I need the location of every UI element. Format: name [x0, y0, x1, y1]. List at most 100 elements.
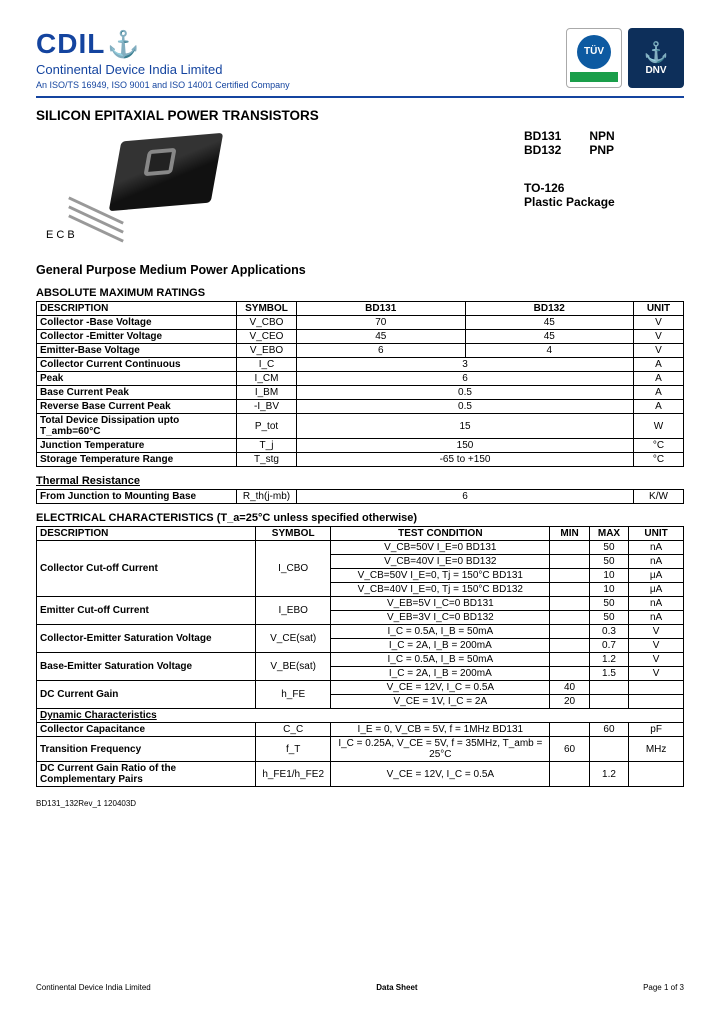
dc-desc: Transition Frequency — [37, 737, 256, 762]
row-v1: 70 — [297, 316, 466, 330]
row-desc: Junction Temperature — [37, 439, 237, 453]
pkg2: Plastic Package — [524, 195, 664, 209]
row-v2: 45 — [465, 330, 634, 344]
dc-tc: V_CE = 12V, I_C = 0.5A — [331, 762, 550, 787]
row-desc: Collector -Emitter Voltage — [37, 330, 237, 344]
hdr-unit: UNIT — [634, 302, 684, 316]
cert-line: An ISO/TS 16949, ISO 9001 and ISO 14001 … — [36, 80, 290, 90]
ec-max: 50 — [589, 555, 628, 569]
pin-e: E — [46, 229, 53, 241]
row-val: -65 to +150 — [297, 453, 634, 467]
tuv-bar — [570, 72, 618, 82]
tuv-badge: TÜV — [566, 28, 622, 88]
row-unit: V — [634, 330, 684, 344]
row-desc: Peak — [37, 372, 237, 386]
ec-max: 0.7 — [589, 639, 628, 653]
ec-unit: nA — [629, 541, 684, 555]
ec-tc: V_CB=40V I_E=0, Tj = 150°C BD132 — [331, 583, 550, 597]
ec-min — [550, 653, 589, 667]
ec-hdr-tc: TEST CONDITION — [331, 527, 550, 541]
ec-sym: I_EBO — [256, 597, 331, 625]
ec-max: 10 — [589, 569, 628, 583]
ec-min — [550, 639, 589, 653]
company-name: Continental Device India Limited — [36, 62, 290, 77]
dc-sym: h_FE1/h_FE2 — [256, 762, 331, 787]
row-v2: 4 — [465, 344, 634, 358]
ec-unit: μA — [629, 569, 684, 583]
ec-sym: V_CE(sat) — [256, 625, 331, 653]
row-unit: °C — [634, 453, 684, 467]
row-sym: V_EBO — [237, 344, 297, 358]
footer: Continental Device India Limited Data Sh… — [36, 983, 684, 992]
ec-max — [589, 681, 628, 695]
row-sym: -I_BV — [237, 400, 297, 414]
row-unit: A — [634, 400, 684, 414]
ec-unit: nA — [629, 555, 684, 569]
divider — [36, 96, 684, 98]
row-unit: V — [634, 316, 684, 330]
ec-min — [550, 611, 589, 625]
ec-max: 10 — [589, 583, 628, 597]
row-v1: 45 — [297, 330, 466, 344]
pin-c: C — [56, 229, 64, 241]
ec-max: 50 — [589, 611, 628, 625]
sec1-title: ABSOLUTE MAXIMUM RATINGS — [36, 287, 684, 299]
ec-hdr-unit: UNIT — [629, 527, 684, 541]
ec-hdr-desc: DESCRIPTION — [37, 527, 256, 541]
ec-hdr-sym: SYMBOL — [256, 527, 331, 541]
row-unit: °C — [634, 439, 684, 453]
ec-desc: Emitter Cut-off Current — [37, 597, 256, 625]
dc-min — [550, 762, 589, 787]
transistor-diagram: E C B — [36, 129, 296, 259]
ec-unit — [629, 695, 684, 709]
dc-desc: DC Current Gain Ratio of the Complementa… — [37, 762, 256, 787]
hdr-sym: SYMBOL — [237, 302, 297, 316]
row-val: 3 — [297, 358, 634, 372]
ec-min — [550, 583, 589, 597]
ec-unit: μA — [629, 583, 684, 597]
dc-max: 1.2 — [589, 762, 628, 787]
hdr-desc: DESCRIPTION — [37, 302, 237, 316]
part-info: BD131NPN BD132PNP TO-126 Plastic Package — [524, 129, 684, 259]
row-sym: I_C — [237, 358, 297, 372]
ec-unit — [629, 681, 684, 695]
th-val: 6 — [297, 490, 634, 504]
amr-table: DESCRIPTION SYMBOL BD131 BD132 UNIT Coll… — [36, 301, 684, 467]
dc-unit — [629, 762, 684, 787]
dc-min — [550, 723, 589, 737]
ec-hdr-max: MAX — [589, 527, 628, 541]
part1: BD131 — [524, 129, 561, 143]
pin-b: B — [67, 229, 74, 241]
cert-badges: TÜV ⚓ DNV — [566, 28, 684, 88]
row-desc: Total Device Dissipation upto T_amb=60°C — [37, 414, 237, 439]
ec-min — [550, 667, 589, 681]
ec-min — [550, 541, 589, 555]
footer-center: Data Sheet — [376, 983, 417, 992]
row-desc: Storage Temperature Range — [37, 453, 237, 467]
row-desc: Base Current Peak — [37, 386, 237, 400]
hdr-bd131: BD131 — [297, 302, 466, 316]
ec-desc: Collector Cut-off Current — [37, 541, 256, 597]
pins — [66, 209, 126, 236]
ec-hdr-min: MIN — [550, 527, 589, 541]
row-sym: I_BM — [237, 386, 297, 400]
ec-tc: V_CB=50V I_E=0 BD131 — [331, 541, 550, 555]
dc-tc: I_C = 0.25A, V_CE = 5V, f = 35MHz, T_amb… — [331, 737, 550, 762]
ec-unit: V — [629, 625, 684, 639]
transistor-hole — [143, 148, 176, 176]
row-sym: T_stg — [237, 453, 297, 467]
row-desc: Emitter-Base Voltage — [37, 344, 237, 358]
row-desc: Reverse Base Current Peak — [37, 400, 237, 414]
ec-desc: Collector-Emitter Saturation Voltage — [37, 625, 256, 653]
row-desc: Collector -Base Voltage — [37, 316, 237, 330]
dc-max: 60 — [589, 723, 628, 737]
type1: NPN — [589, 129, 614, 143]
dc-sym: f_T — [256, 737, 331, 762]
ec-tc: I_C = 2A, I_B = 200mA — [331, 667, 550, 681]
row-unit: A — [634, 372, 684, 386]
ec-max — [589, 695, 628, 709]
ec-tc: V_CB=50V I_E=0, Tj = 150°C BD131 — [331, 569, 550, 583]
ec-min: 40 — [550, 681, 589, 695]
row-val: 150 — [297, 439, 634, 453]
row-unit: A — [634, 386, 684, 400]
